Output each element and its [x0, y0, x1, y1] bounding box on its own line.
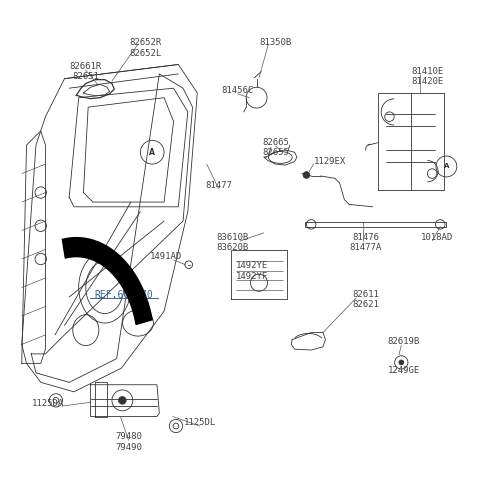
- Circle shape: [399, 360, 404, 365]
- Text: 1018AD: 1018AD: [421, 233, 453, 242]
- Text: 1249GE: 1249GE: [387, 366, 420, 375]
- Text: 82665
82655: 82665 82655: [262, 138, 289, 157]
- Text: 1492YE
1492YF: 1492YE 1492YF: [236, 261, 268, 281]
- Text: 1129EX: 1129EX: [313, 157, 346, 166]
- Text: 79480
79490: 79480 79490: [115, 432, 142, 452]
- Circle shape: [119, 397, 126, 404]
- Text: 81350B: 81350B: [260, 38, 292, 47]
- Circle shape: [303, 172, 310, 178]
- Text: 1491AD: 1491AD: [150, 252, 182, 261]
- Text: 81477: 81477: [205, 181, 232, 190]
- Text: 81456C: 81456C: [221, 86, 254, 95]
- Text: A: A: [149, 148, 155, 157]
- Text: 82652R
82652L: 82652R 82652L: [129, 38, 161, 58]
- Text: 82661R
82651: 82661R 82651: [70, 62, 102, 81]
- Text: 81476
81477A: 81476 81477A: [349, 233, 382, 252]
- Text: REF.60-770: REF.60-770: [95, 290, 153, 300]
- Text: 82619B: 82619B: [387, 337, 420, 346]
- Text: 81410E
81420E: 81410E 81420E: [411, 67, 444, 86]
- Text: 83610B
83620B: 83610B 83620B: [217, 233, 249, 252]
- Text: 1125DA: 1125DA: [32, 399, 64, 408]
- Polygon shape: [62, 238, 152, 324]
- Text: 1125DL: 1125DL: [183, 418, 216, 427]
- Text: A: A: [444, 164, 449, 170]
- Text: 82611
82621: 82611 82621: [352, 290, 379, 309]
